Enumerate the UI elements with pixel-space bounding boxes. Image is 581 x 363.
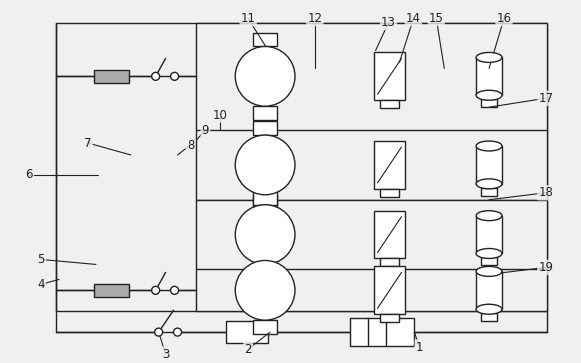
Ellipse shape — [476, 249, 502, 258]
Ellipse shape — [476, 52, 502, 62]
Text: 8: 8 — [187, 139, 194, 151]
Text: 9: 9 — [202, 123, 209, 136]
Text: 18: 18 — [539, 186, 553, 199]
Circle shape — [235, 46, 295, 106]
Text: 4: 4 — [37, 278, 45, 291]
Circle shape — [171, 72, 178, 80]
Bar — [253, 106, 277, 120]
Bar — [379, 314, 400, 322]
Bar — [253, 195, 277, 209]
Bar — [481, 188, 497, 196]
Bar — [253, 264, 277, 278]
Bar — [253, 246, 277, 260]
Text: 3: 3 — [162, 347, 169, 360]
Bar — [350, 318, 414, 346]
Bar — [476, 146, 502, 184]
Text: 5: 5 — [38, 253, 45, 266]
Bar — [476, 57, 502, 95]
Ellipse shape — [476, 90, 502, 100]
Text: 2: 2 — [245, 343, 252, 355]
Circle shape — [152, 286, 160, 294]
Text: 16: 16 — [497, 12, 511, 25]
Bar — [253, 33, 277, 46]
Bar — [94, 70, 129, 83]
Bar — [481, 257, 497, 265]
Bar — [94, 284, 129, 297]
Circle shape — [235, 260, 295, 320]
Text: 10: 10 — [213, 109, 228, 122]
Text: 17: 17 — [538, 92, 553, 105]
Ellipse shape — [476, 266, 502, 276]
Bar — [374, 52, 406, 100]
Ellipse shape — [476, 141, 502, 151]
Text: 14: 14 — [406, 12, 421, 25]
Bar — [374, 266, 406, 314]
Bar — [253, 320, 277, 334]
Circle shape — [235, 205, 295, 264]
Bar — [481, 99, 497, 107]
Circle shape — [155, 328, 163, 336]
Text: 15: 15 — [429, 12, 444, 25]
Bar — [196, 200, 547, 311]
Bar — [379, 258, 400, 266]
Bar — [481, 313, 497, 321]
Text: 12: 12 — [307, 12, 322, 25]
Bar — [476, 216, 502, 253]
Text: 19: 19 — [538, 261, 553, 274]
Bar — [374, 211, 406, 258]
Bar — [196, 23, 547, 200]
Text: 11: 11 — [241, 12, 256, 25]
Text: 13: 13 — [381, 16, 396, 29]
Bar — [374, 141, 406, 189]
Text: 7: 7 — [84, 136, 92, 150]
Circle shape — [174, 328, 181, 336]
Bar — [253, 191, 277, 205]
Text: 6: 6 — [26, 168, 33, 182]
Bar — [379, 100, 400, 108]
Bar — [227, 321, 268, 343]
Bar — [253, 121, 277, 135]
Text: 1: 1 — [415, 340, 423, 354]
Circle shape — [235, 135, 295, 195]
Bar — [379, 189, 400, 197]
Circle shape — [171, 286, 178, 294]
Bar — [476, 272, 502, 309]
Circle shape — [152, 72, 160, 80]
Ellipse shape — [476, 304, 502, 314]
Ellipse shape — [476, 179, 502, 189]
Bar — [56, 23, 547, 311]
Ellipse shape — [476, 211, 502, 221]
